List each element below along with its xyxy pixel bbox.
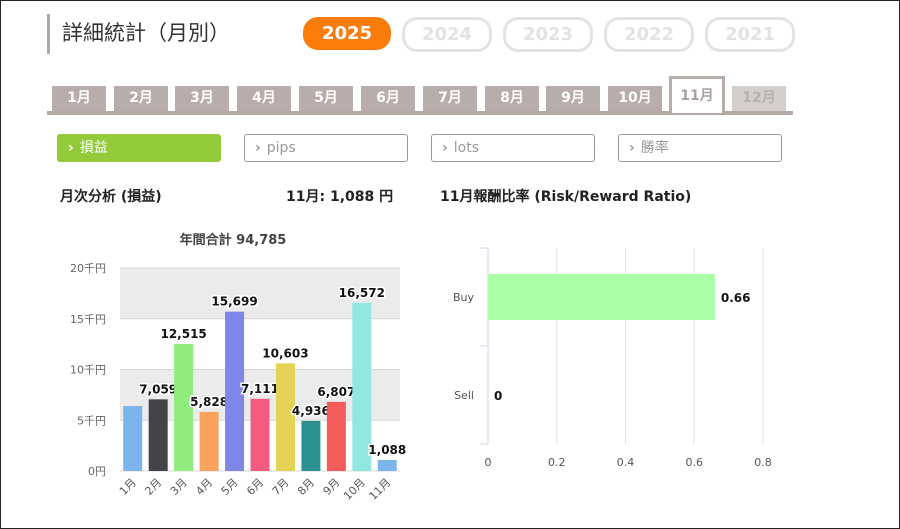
x-tick-label: 0.8 xyxy=(754,456,772,469)
x-tick-label: 9月 xyxy=(321,476,343,498)
bar[interactable] xyxy=(225,311,245,471)
tab-month-12[interactable]: 12月 xyxy=(732,86,786,111)
year-selector: 2025 2024 2023 2022 2021 xyxy=(303,17,795,52)
metric-winrate-button[interactable]: › 勝率 xyxy=(618,134,782,162)
x-tick-label: 0.4 xyxy=(617,456,635,469)
x-tick-label: 10月 xyxy=(341,476,368,503)
chevron-right-icon: › xyxy=(255,140,261,156)
risk-reward-chart: 0 0.2 0.4 0.6 0.8 Buy 0.66 Sell 0 xyxy=(453,247,772,469)
data-label: 7,059 xyxy=(139,382,177,396)
bar[interactable] xyxy=(250,398,270,471)
y-tick-label: Buy xyxy=(453,291,475,304)
bar[interactable] xyxy=(123,406,143,471)
data-label: 0 xyxy=(494,389,502,403)
x-tick-label: 0 xyxy=(485,456,492,469)
bar[interactable] xyxy=(488,274,715,320)
metric-lots-button[interactable]: › lots xyxy=(431,134,595,162)
x-tick-label: 2月 xyxy=(142,476,164,498)
monthly-analysis-heading: 月次分析 (損益) xyxy=(60,189,162,205)
year-2025-button[interactable]: 2025 xyxy=(303,17,391,50)
page-title: 詳細統計（月別） xyxy=(47,14,230,54)
tab-month-10[interactable]: 10月 xyxy=(608,86,662,111)
y-tick-label: 10千円 xyxy=(70,364,106,377)
data-label: 10,603 xyxy=(262,346,308,360)
tab-month-4[interactable]: 4月 xyxy=(237,86,291,111)
chevron-right-icon: › xyxy=(442,140,448,156)
month-summary: 11月: 1,088 円 xyxy=(286,189,394,205)
x-tick-label: 7月 xyxy=(270,476,292,498)
metric-pips-button[interactable]: › pips xyxy=(244,134,408,162)
bar[interactable] xyxy=(174,343,194,471)
x-tick-label: 6月 xyxy=(244,476,266,498)
x-tick-label: 0.6 xyxy=(686,456,704,469)
bar[interactable] xyxy=(301,420,321,471)
y-tick-label: 15千円 xyxy=(70,313,106,326)
bar[interactable] xyxy=(377,459,397,471)
y-tick-label: 5千円 xyxy=(77,414,106,427)
x-tick-label: 8月 xyxy=(295,476,317,498)
tab-month-8[interactable]: 8月 xyxy=(485,86,539,111)
data-label: 16,572 xyxy=(339,286,385,300)
tab-month-7[interactable]: 7月 xyxy=(423,86,477,111)
bar[interactable] xyxy=(148,399,168,471)
month-tabs: 1月 2月 3月 4月 5月 6月 7月 8月 9月 10月 11月 12月 xyxy=(47,76,793,115)
bar[interactable] xyxy=(275,363,295,471)
data-label: 6,807 xyxy=(317,385,355,399)
tab-month-6[interactable]: 6月 xyxy=(361,86,415,111)
data-label: 15,699 xyxy=(211,295,257,309)
data-label: 5,828 xyxy=(190,395,228,409)
bar[interactable] xyxy=(352,302,372,471)
year-2022-button[interactable]: 2022 xyxy=(604,17,694,52)
y-tick-label: 20千円 xyxy=(70,262,106,275)
year-2024-button[interactable]: 2024 xyxy=(402,17,492,52)
data-label: 1,088 xyxy=(368,443,406,457)
chevron-right-icon: › xyxy=(68,140,74,156)
monthly-pnl-chart: 年間合計 94,785 0円 5千円 10千円 15千円 20千円 1月 7,059 2月 12… xyxy=(70,232,408,503)
metric-pnl-button[interactable]: › 損益 xyxy=(57,134,221,162)
y-tick-label: 0円 xyxy=(88,465,106,478)
bar[interactable] xyxy=(199,411,219,471)
x-tick-label: 11月 xyxy=(367,476,394,503)
chart-title: 年間合計 94,785 xyxy=(180,232,287,248)
tab-month-2[interactable]: 2月 xyxy=(114,86,168,111)
x-tick-label: 4月 xyxy=(193,476,215,498)
tab-month-5[interactable]: 5月 xyxy=(299,86,353,111)
x-tick-label: 1月 xyxy=(117,476,139,498)
tab-month-3[interactable]: 3月 xyxy=(175,86,229,111)
bar[interactable] xyxy=(326,401,346,471)
y-tick-label: Sell xyxy=(454,389,474,402)
tab-month-9[interactable]: 9月 xyxy=(546,86,600,111)
tab-month-1[interactable]: 1月 xyxy=(52,86,106,111)
data-label: 7,111 xyxy=(241,382,279,396)
data-label: 12,515 xyxy=(160,327,206,341)
data-label: 0.66 xyxy=(721,291,751,305)
x-tick-label: 5月 xyxy=(219,476,241,498)
tab-month-11[interactable]: 11月 xyxy=(669,76,725,113)
risk-reward-heading: 11月報酬比率 (Risk/Reward Ratio) xyxy=(440,189,692,205)
chevron-right-icon: › xyxy=(629,140,635,156)
x-tick-label: 0.2 xyxy=(548,456,566,469)
year-2021-button[interactable]: 2021 xyxy=(705,17,795,52)
x-tick-label: 3月 xyxy=(168,476,190,498)
data-label: 4,936 xyxy=(292,404,330,418)
year-2023-button[interactable]: 2023 xyxy=(503,17,593,52)
